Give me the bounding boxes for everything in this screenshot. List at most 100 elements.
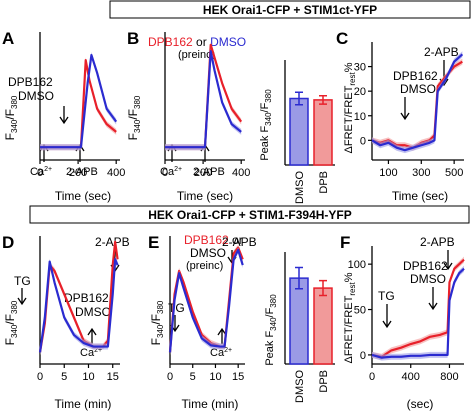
b-bar-bar-dpb	[313, 99, 333, 166]
c-x-tick-label-2: 500	[445, 167, 463, 179]
svg-text:F340/F380: F340/F380	[126, 95, 142, 140]
b-bar-errorbar-dmso	[295, 91, 303, 106]
a-label-2apb: 2-APB	[66, 166, 98, 178]
xlabel-a: Time (sec)	[55, 189, 111, 203]
d-label-dpb162: DPB162	[64, 291, 109, 305]
banner-bottom: HEK Orai1-CFP + STIM1-F394H-YFP	[148, 208, 352, 222]
c-y-tick-label-3: 30	[354, 62, 366, 74]
c-y-tick-label-0: 0	[360, 135, 366, 147]
b-bar-bar-dmso	[289, 97, 309, 166]
e-series-dmso	[168, 248, 244, 353]
e-preinc: (preinc)	[186, 260, 223, 272]
a-x-tick-label-2: 400	[107, 167, 125, 179]
d-series-dmso	[38, 258, 119, 353]
e-bar-bar-dmso	[289, 277, 309, 365]
d-x-tick-label-3: 15	[107, 371, 119, 383]
e-x-tick-label-1: 5	[190, 371, 196, 383]
e-label-2apb: 2-APB	[222, 235, 257, 249]
f-label-2apb: 2-APB	[420, 235, 455, 249]
f-label-tg: TG	[378, 289, 395, 303]
f-y-tick-label-0: 0	[360, 350, 366, 362]
b-bar-category-label-dpb: DPB	[318, 171, 330, 194]
b-x-tick-label-0: 0	[162, 167, 168, 179]
e-bar-category-label-dpb: DPB	[318, 370, 330, 393]
b-legend: DPB162 or DMSO	[148, 35, 246, 49]
c-arrow-dpb	[400, 97, 410, 121]
c-label-dpb162: DPB162	[393, 69, 438, 83]
c-x-tick-label-1: 300	[412, 167, 430, 179]
e-bar-category-label-dmso: DMSO	[294, 370, 306, 403]
f-x-tick-label-2: 800	[440, 371, 458, 383]
xlabel-c: Time (sec)	[392, 189, 448, 203]
b-bar-errorbar-dpb	[319, 94, 327, 105]
a-label-dmso: DMSO	[18, 89, 54, 103]
e-x-tick-label-0: 0	[167, 371, 173, 383]
b-label-2apb: 2-APB	[193, 166, 225, 178]
panel-letter-d: D	[2, 233, 14, 252]
svg-text:Peak F340/F380: Peak F340/F380	[264, 294, 278, 366]
d-label-ca: Ca2+	[80, 347, 102, 359]
ylabel-a: F340/F380	[3, 95, 19, 140]
panel-letter-a: A	[2, 29, 14, 48]
ylabel-e-bar: Peak F340/F380	[264, 294, 278, 366]
panel-letter-b: B	[127, 29, 139, 48]
svg-text:ΔFRET/FRETrest%: ΔFRET/FRETrest%	[343, 272, 357, 363]
ylabel-f: ΔFRET/FRETrest%	[343, 272, 357, 363]
c-x-tick-label-0: 100	[379, 167, 397, 179]
e-x-tick-label-3: 15	[232, 371, 244, 383]
e-legend-dmso: DMSO	[190, 246, 226, 260]
c-label-2apb: 2-APB	[424, 45, 459, 59]
banner-bottom-box	[29, 205, 470, 224]
ylabel-d: F340/F380	[3, 300, 19, 345]
a-label-ca: Ca2+	[30, 166, 52, 178]
e-arrow-ca	[217, 327, 227, 344]
d-arrow-tg	[17, 288, 27, 306]
d-label-tg: TG	[14, 274, 31, 288]
c-band-dpb162	[372, 58, 463, 151]
b-label-ca: Ca2+	[160, 166, 182, 178]
xlabel-b: Time (sec)	[177, 189, 233, 203]
svg-text:ΔFRET/FRETrest%: ΔFRET/FRETrest%	[343, 62, 357, 153]
d-band-dpb162	[40, 238, 118, 356]
svg-text:F340/F380: F340/F380	[149, 300, 165, 345]
xlabel-d: Time (min)	[55, 397, 112, 411]
a-x-tick-label-0: 0	[37, 167, 43, 179]
f-x-tick-label-1: 400	[402, 371, 420, 383]
c-band-dmso	[372, 51, 463, 154]
svg-text:F340/F380: F340/F380	[3, 95, 19, 140]
f-label-dpb162: DPB162	[403, 259, 448, 273]
e-bar-errorbar-dpb	[319, 279, 327, 297]
b-preinc: (preinc)	[178, 49, 215, 61]
b-bar-category-label-dmso: DMSO	[294, 171, 306, 204]
xlabel-e: Time (min)	[182, 397, 239, 411]
b-band-dmso	[165, 48, 242, 151]
c-y-tick-label-2: 20	[354, 86, 366, 98]
e-bar-errorbar-dmso	[295, 266, 303, 290]
banner-top-box	[109, 0, 471, 19]
panel-letter-e: E	[148, 233, 159, 252]
c-label-dmso: DMSO	[400, 82, 436, 96]
b-x-tick-label-1: 200	[194, 167, 212, 179]
a-series-dmso	[40, 53, 118, 149]
banner-top: HEK Orai1-CFP + STIM1ct-YFP	[203, 3, 377, 17]
b-series-dmso	[165, 50, 242, 149]
f-series-dmso	[371, 267, 465, 359]
d-x-tick-label-2: 10	[82, 371, 94, 383]
e-x-tick-label-2: 10	[209, 371, 221, 383]
f-x-tick-label-0: 0	[369, 371, 375, 383]
d-x-tick-label-0: 0	[37, 371, 43, 383]
f-y-tick-label-2: 100	[348, 259, 366, 271]
svg-text:Peak F340/F380: Peak F340/F380	[259, 89, 273, 161]
f-arrow-2apb	[443, 250, 453, 271]
f-arrow-tg	[382, 304, 392, 329]
f-label-dmso: DMSO	[410, 272, 446, 286]
panel-letter-f: F	[340, 233, 350, 252]
xlabel-f: (sec)	[407, 397, 434, 411]
a-x-tick-label-1: 200	[69, 167, 87, 179]
b-x-tick-label-2: 400	[232, 167, 250, 179]
c-series-dmso	[371, 53, 464, 152]
d-x-tick-label-1: 5	[61, 371, 67, 383]
